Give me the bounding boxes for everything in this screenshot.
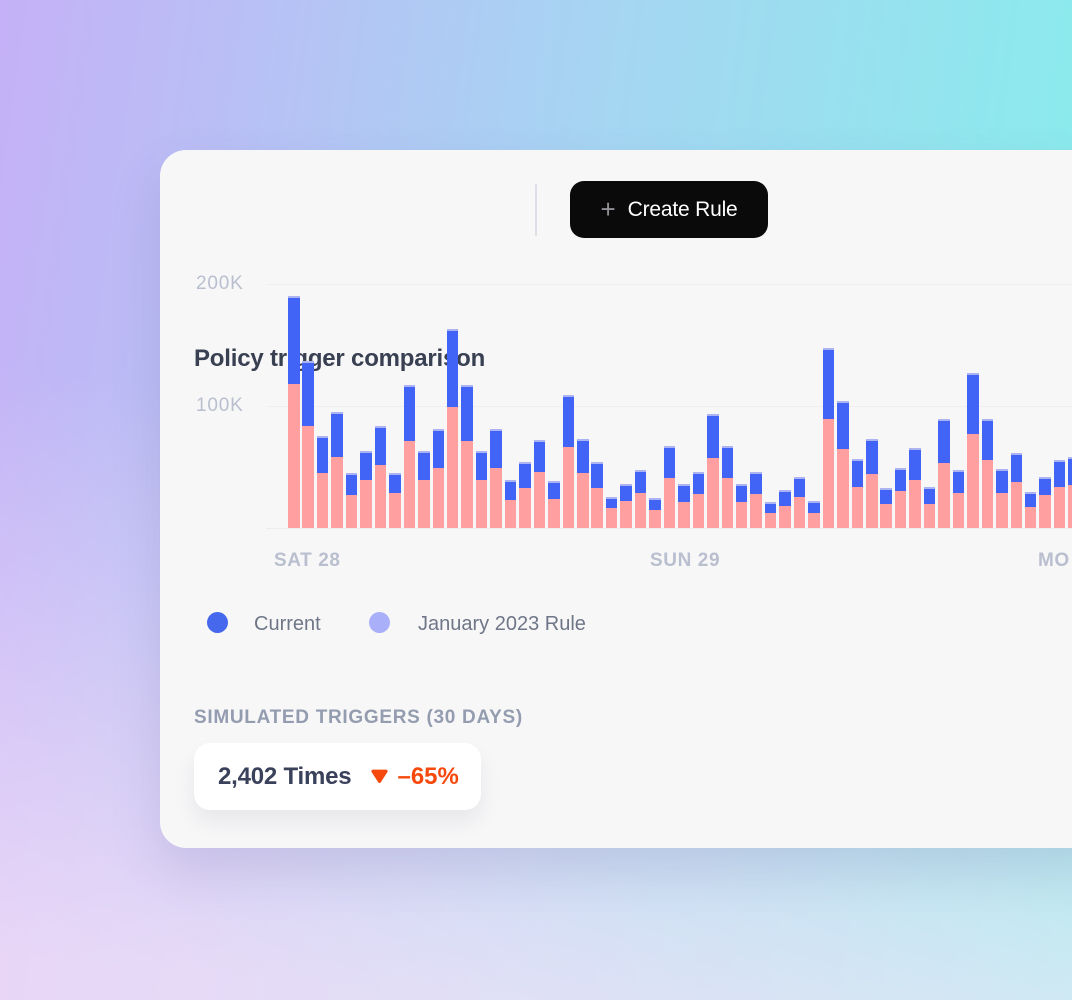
chart-bar (577, 439, 589, 528)
chart-bar (461, 385, 473, 528)
chart-bar (374, 426, 387, 528)
chart-bar (533, 440, 546, 528)
arrow-down-icon (370, 769, 389, 784)
create-rule-label: Create Rule (627, 197, 738, 221)
chart-bar (880, 488, 892, 528)
chart-bar (721, 446, 733, 528)
chart-bar (735, 484, 748, 528)
x-axis-baseline (266, 528, 1072, 529)
chart-bar (475, 451, 488, 528)
gridline-100k (266, 406, 1072, 407)
chart-bar (750, 472, 762, 528)
chart-bar (504, 480, 517, 528)
policy-comparison-card: Policy trigger comparison + Create Rule … (160, 150, 1072, 848)
chart-bar (793, 477, 806, 528)
chart-bar (678, 484, 690, 528)
chart-bar (316, 436, 329, 528)
chart-bar (938, 419, 950, 528)
chart-bar (909, 448, 921, 528)
chart-bar (851, 459, 864, 528)
legend-dot-january-rule (369, 612, 390, 633)
chart-bar (981, 419, 994, 528)
stats-heading: SIMULATED TRIGGERS (30 DAYS) (194, 707, 523, 728)
chart-bar (605, 497, 618, 528)
legend-item-current[interactable]: Current (254, 613, 321, 635)
chart-bar (360, 451, 372, 528)
chart-bar (432, 429, 444, 528)
gridline-200k (266, 284, 1072, 285)
chart-bar (692, 472, 705, 528)
chart-bar (996, 469, 1008, 528)
x-axis-tick-label: MO (1038, 550, 1070, 571)
simulated-triggers-stat: 2,402 Times –65% (194, 743, 481, 810)
chart-bar (519, 462, 531, 528)
chart-bar (591, 462, 603, 528)
chart-bar (418, 451, 430, 528)
chart-bar (620, 484, 632, 528)
chart-bar (837, 401, 849, 528)
x-axis-tick-label: SUN 29 (650, 550, 721, 571)
chart-bar (1053, 460, 1066, 528)
y-axis-tick-label: 200K (196, 273, 244, 294)
chart-bar (808, 501, 820, 528)
chart-bar (822, 348, 835, 528)
chart-bar (288, 296, 300, 528)
create-rule-button[interactable]: + Create Rule (570, 181, 768, 238)
chart-bar (345, 473, 358, 528)
header-divider (535, 184, 537, 236)
chart-bar (403, 385, 416, 528)
chart-bar (779, 490, 791, 528)
chart-bar (446, 329, 459, 528)
page-title: Policy trigger comparison (194, 345, 486, 372)
chart-bar (764, 502, 777, 528)
chart-bar (548, 481, 560, 528)
chart-bar (923, 487, 936, 528)
chart-bar (302, 361, 314, 528)
chart-bar (389, 473, 401, 528)
x-axis-tick-label: SAT 28 (274, 550, 341, 571)
chart-bar (562, 395, 575, 528)
chart-bar (1039, 477, 1051, 528)
stat-delta: –65% (397, 762, 459, 790)
legend-dot-current (207, 612, 228, 633)
plus-icon: + (600, 193, 616, 224)
y-axis-tick-label: 100K (196, 395, 244, 416)
chart-bar (952, 470, 965, 528)
chart-bar (967, 373, 979, 528)
legend-item-january-rule[interactable]: January 2023 Rule (418, 613, 586, 635)
chart-bar (1024, 492, 1037, 528)
chart-bar (894, 468, 907, 528)
stat-value: 2,402 Times (218, 762, 352, 790)
chart-bar (1010, 453, 1022, 528)
chart-bar (649, 498, 661, 528)
chart-bar (331, 412, 343, 528)
chart-bar (634, 470, 647, 528)
chart-bar (707, 414, 719, 528)
chart-bar (663, 446, 676, 528)
chart-bar (1068, 457, 1072, 528)
chart-bar (490, 429, 502, 528)
chart-bar (866, 439, 878, 528)
